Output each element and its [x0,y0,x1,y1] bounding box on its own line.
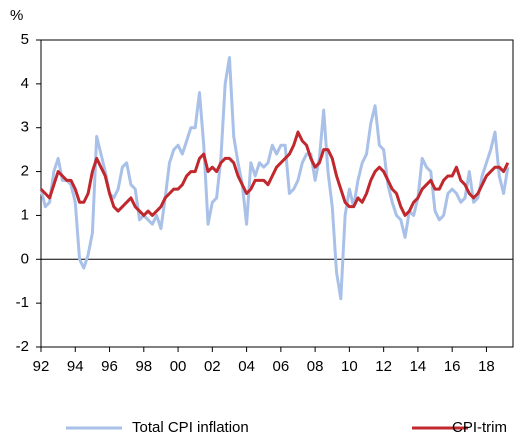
x-tick-label: 12 [375,358,392,375]
y-tick-label: 3 [21,119,29,136]
x-tick-label: 94 [67,358,84,375]
x-tick-label: 02 [204,358,221,375]
plot-frame [40,39,514,348]
y-tick-label: -2 [16,338,29,355]
y-tick-label: 0 [21,250,29,267]
x-tick-label: 04 [238,358,255,375]
series-line [39,130,510,217]
y-tick-label: 2 [21,163,29,180]
y-tick-label: 4 [21,75,29,92]
y-tick-label: 5 [21,31,29,48]
x-tick-label: 14 [410,358,427,375]
legend-label: Total CPI inflation [132,419,249,436]
x-tick-label: 18 [478,358,495,375]
x-tick-label: 06 [273,358,290,375]
y-axis-label: % [10,7,23,24]
x-tick-label: 16 [444,358,461,375]
legend-label: CPI-trim [452,419,507,436]
y-tick-label: -1 [16,294,29,311]
x-tick-label: 96 [101,358,118,375]
x-tick-label: 08 [307,358,324,375]
x-tick-label: 98 [135,358,152,375]
y-tick-label: 1 [21,206,29,223]
series-line [39,56,510,301]
x-tick-label: 92 [33,358,50,375]
x-tick-label: 10 [341,358,358,375]
x-tick-label: 00 [170,358,187,375]
